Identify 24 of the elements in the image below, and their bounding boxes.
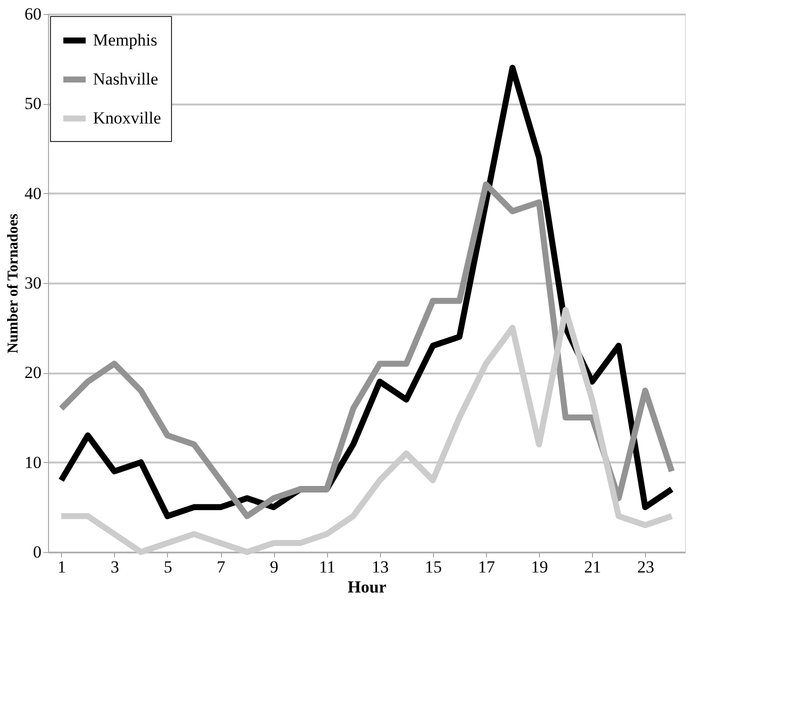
x-tick-label: 19	[531, 558, 548, 576]
y-tick-label: 20	[24, 363, 42, 382]
legend-label: Memphis	[93, 30, 158, 50]
x-tick-label: 23	[637, 558, 654, 576]
y-tick-label: 0	[33, 542, 42, 562]
legend-label: Nashville	[93, 70, 158, 88]
x-tick-label: 21	[584, 558, 602, 576]
x-tick-label: 13	[372, 558, 389, 576]
x-tick-label: 17	[478, 558, 496, 576]
x-tick-label: 15	[424, 558, 442, 576]
y-tick-label: 40	[24, 184, 42, 203]
x-axis-title: Hour	[348, 578, 387, 596]
y-tick-label: 10	[24, 452, 42, 472]
x-tick-label: 7	[216, 558, 226, 576]
y-tick-label: 60	[24, 4, 42, 24]
x-tick-label: 11	[319, 558, 336, 576]
legend-label: Knoxville	[93, 108, 161, 128]
y-tick-label: 50	[24, 94, 42, 114]
y-axis-title: Number of Tornadoes	[6, 213, 22, 354]
x-tick-label: 9	[270, 558, 278, 576]
x-tick-label: 5	[164, 558, 172, 576]
x-tick-label: 3	[110, 558, 120, 576]
y-tick-label: 30	[24, 274, 42, 292]
x-tick-label: 1	[58, 558, 66, 576]
